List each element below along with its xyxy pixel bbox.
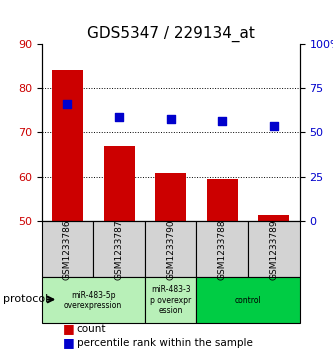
Text: protocol: protocol xyxy=(3,294,49,305)
FancyBboxPatch shape xyxy=(42,277,145,323)
Point xyxy=(271,123,277,129)
Text: percentile rank within the sample: percentile rank within the sample xyxy=(77,338,252,348)
Text: GSM1233790: GSM1233790 xyxy=(166,219,175,280)
Text: control: control xyxy=(235,296,261,305)
Text: ■: ■ xyxy=(63,337,75,350)
FancyBboxPatch shape xyxy=(196,221,248,277)
Title: GDS5347 / 229134_at: GDS5347 / 229134_at xyxy=(87,26,255,42)
Bar xyxy=(104,146,135,221)
FancyBboxPatch shape xyxy=(248,221,300,277)
Bar xyxy=(258,215,289,221)
Point xyxy=(220,118,225,124)
FancyBboxPatch shape xyxy=(145,277,196,323)
Point xyxy=(168,116,173,122)
Point xyxy=(117,114,122,120)
Text: GSM1233787: GSM1233787 xyxy=(115,219,124,280)
Bar xyxy=(207,179,238,221)
FancyBboxPatch shape xyxy=(145,221,196,277)
FancyBboxPatch shape xyxy=(93,221,145,277)
FancyBboxPatch shape xyxy=(42,221,93,277)
Text: ■: ■ xyxy=(63,322,75,335)
Bar xyxy=(52,70,83,221)
Text: miR-483-5p
overexpression: miR-483-5p overexpression xyxy=(64,290,122,310)
Text: miR-483-3
p overexpr
ession: miR-483-3 p overexpr ession xyxy=(150,285,191,315)
Text: GSM1233789: GSM1233789 xyxy=(269,219,278,280)
Point xyxy=(65,101,70,106)
Text: GSM1233788: GSM1233788 xyxy=(218,219,227,280)
Text: count: count xyxy=(77,323,106,334)
Text: GSM1233786: GSM1233786 xyxy=(63,219,72,280)
Bar xyxy=(155,172,186,221)
FancyBboxPatch shape xyxy=(196,277,300,323)
